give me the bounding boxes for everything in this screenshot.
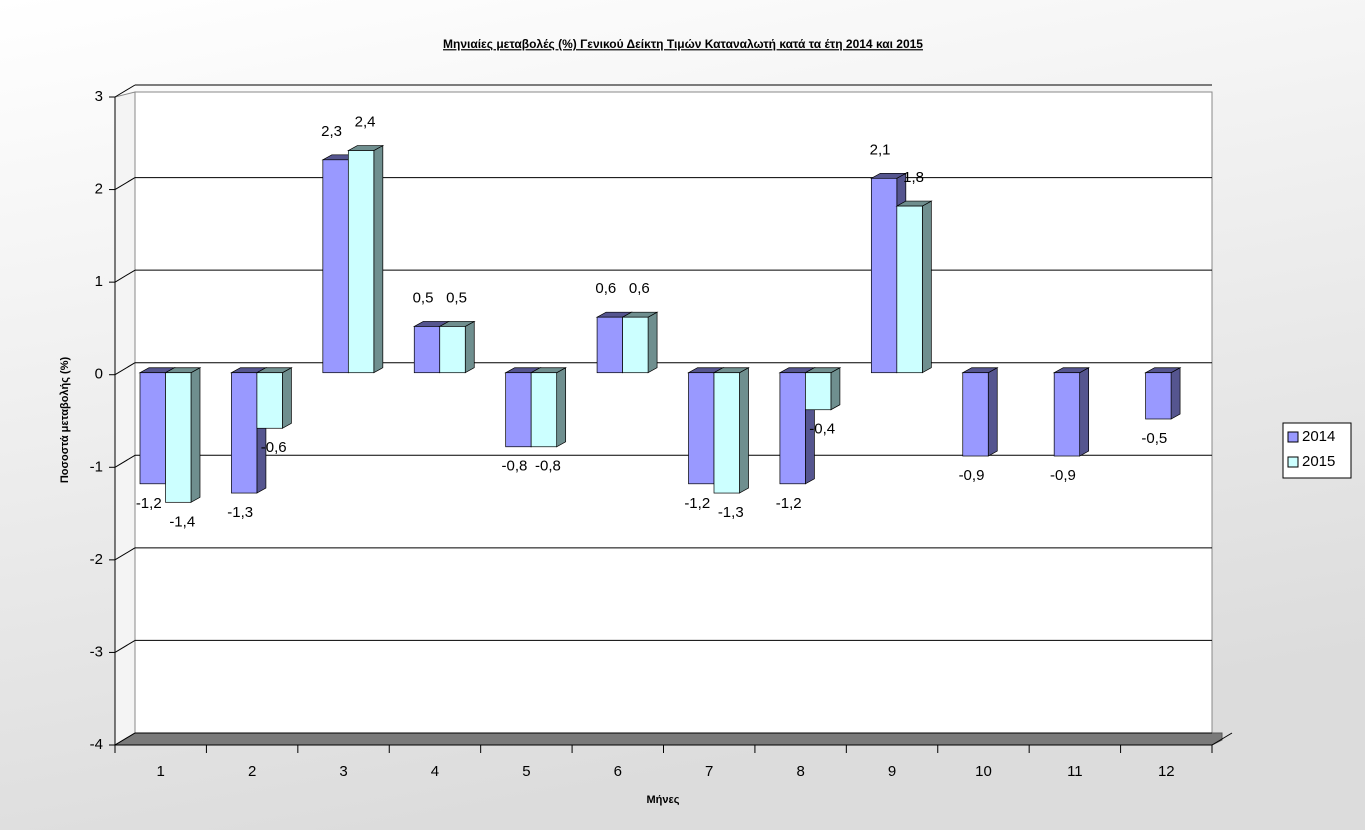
value-label: 0,5 [446,289,467,306]
bar [439,326,466,374]
value-label: 2,1 [870,141,891,158]
floor [113,732,1223,746]
chart-title: Μηνιαίες μεταβολές (%) Γενικού Δείκτη Τι… [443,37,923,51]
value-label: -1,2 [684,495,710,512]
value-label: -0,4 [809,421,835,438]
bar-side [190,367,201,503]
y-tick-label: 1 [95,273,103,290]
bar-side [464,320,475,374]
y-tick-label: 3 [95,88,103,105]
value-label: 0,6 [629,280,650,297]
value-label: -1,2 [136,495,162,512]
y-axis-label: Ποσοστά μεταβολής (%) [59,357,71,484]
value-label: 2,3 [321,123,342,140]
x-tick-label: 7 [705,763,713,780]
value-label: -0,5 [1141,430,1167,447]
grid-line-side [114,362,136,376]
value-label: -0,9 [1050,467,1076,484]
grid-line-side [114,547,136,561]
bar-side [987,367,998,457]
bar-side [921,200,932,374]
x-tick-label: 9 [888,763,896,780]
grid-line-side [114,177,136,191]
bar [1145,372,1172,420]
bar-side [1170,367,1181,420]
value-label: -0,6 [261,439,287,456]
value-label: 0,6 [595,280,616,297]
bar-side [1079,367,1090,457]
grid-line-side [114,454,136,468]
bar [505,372,532,448]
bar [622,316,649,374]
bar-side [647,311,658,374]
value-label: -0,8 [535,458,561,475]
y-tick-label: -2 [90,551,103,568]
x-tick-label: 11 [1067,763,1083,780]
bar [962,372,989,457]
grid-line-side [114,269,136,283]
y-tick-label: -1 [90,458,103,475]
bar [322,159,349,374]
back-wall [134,91,1213,734]
bar [779,372,806,485]
bar [165,372,192,503]
x-tick-label: 3 [339,763,347,780]
grid-line-side [114,84,136,98]
value-label: 1,8 [903,169,924,186]
y-tick-label: -4 [90,736,103,753]
legend-swatch [1287,456,1299,468]
bar-side [830,367,841,411]
y-tick-label: 0 [95,366,103,383]
bar-side [556,367,567,448]
side-wall [114,91,136,746]
bar [139,372,166,485]
y-tick-label: -3 [90,643,103,660]
value-label: -1,3 [718,504,744,521]
bar [530,372,558,448]
value-label: -1,4 [169,513,195,530]
bar [805,372,832,411]
x-tick-label: 4 [431,763,439,780]
grid-line-side [114,732,136,746]
legend-swatch [1287,431,1299,443]
value-label: 2,4 [355,114,376,131]
bar [870,177,898,374]
value-label: -1,2 [776,495,802,512]
value-label: -1,3 [227,504,253,521]
legend-label: 2014 [1302,428,1335,445]
grid-line-side [114,639,136,653]
x-axis-depth [1211,732,1233,746]
x-tick-label: 8 [796,763,804,780]
value-label: -0,8 [501,458,527,475]
bar [596,316,623,374]
bar [347,150,375,374]
value-label: -0,9 [959,467,985,484]
bar [256,372,283,429]
x-tick-label: 1 [157,763,165,780]
bar [231,372,258,494]
bar-side [282,367,292,429]
bar [413,326,441,374]
x-tick-label: 2 [248,763,256,780]
x-axis-label: Μήνες [647,794,680,806]
bar [713,372,740,494]
bar-side [373,144,384,374]
bar [896,205,923,374]
x-tick-label: 5 [522,763,530,780]
y-tick-label: 2 [95,181,103,198]
value-label: 0,5 [413,289,434,306]
x-tick-label: 10 [975,763,992,780]
bar [1053,372,1081,457]
bar-side [739,367,749,494]
bar [688,372,715,485]
x-tick-label: 6 [614,763,622,780]
legend-label: 2015 [1302,453,1335,470]
x-tick-label: 12 [1158,763,1175,780]
